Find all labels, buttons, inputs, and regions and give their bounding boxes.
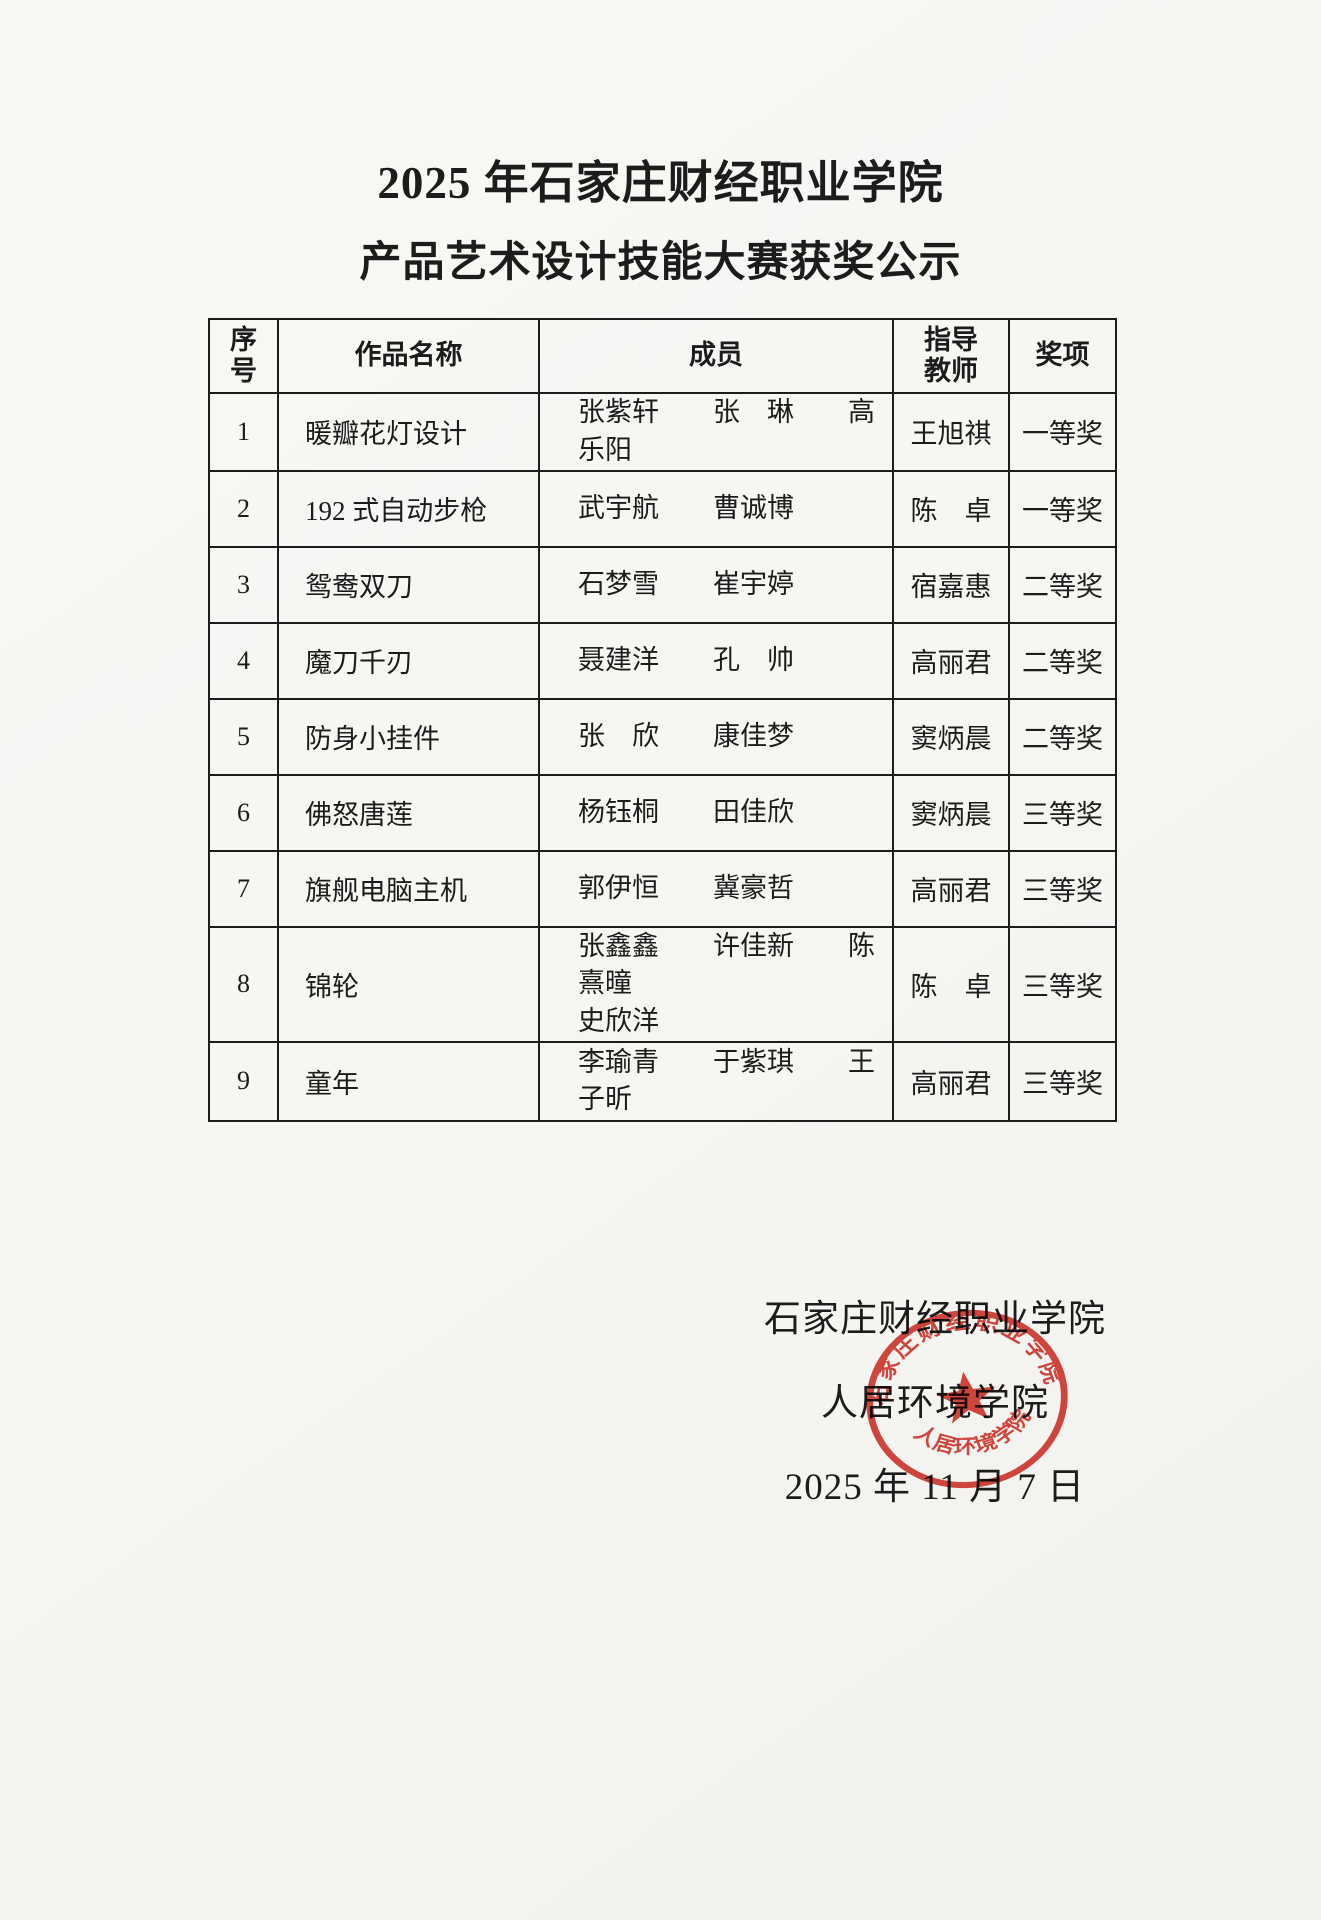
table-header-row: 序 号 作品名称 成员 指导 教师 奖项	[208, 318, 1117, 394]
cell-advisor: 宿嘉惠	[892, 545, 1010, 624]
cell-index: 8	[208, 925, 279, 1043]
cell-advisor: 陈 卓	[892, 469, 1010, 548]
cell-index: 1	[208, 392, 279, 472]
cell-advisor: 陈 卓	[892, 925, 1010, 1043]
cell-members: 武宇航 曹诚博	[538, 469, 894, 548]
cell-members: 石梦雪 崔宇婷	[538, 545, 894, 624]
table-row: 1 暖瓣花灯设计 张紫轩 张 琳 高乐阳 王旭祺 一等奖	[208, 392, 1117, 472]
cell-index: 7	[208, 849, 279, 928]
cell-work-title: 魔刀千刃	[277, 621, 540, 700]
col-header-work: 作品名称	[277, 318, 540, 394]
cell-index: 6	[208, 773, 279, 852]
col-header-advisor: 指导 教师	[892, 318, 1010, 394]
award-table-body: 1 暖瓣花灯设计 张紫轩 张 琳 高乐阳 王旭祺 一等奖 2 192 式自动步枪 武宇航 曹诚…	[208, 392, 1117, 1122]
cell-advisor: 窦炳晨	[892, 773, 1010, 852]
document-title-line1: 2025 年石家庄财经职业学院	[377, 158, 944, 208]
seal-graphic: 石家庄财经职业学院 人居环境学院	[854, 1295, 1069, 1489]
cell-members: 郭伊恒 冀豪哲	[538, 849, 894, 928]
signature-date: 2025 年 11 月 7 日	[784, 1467, 1086, 1508]
table-row: 8 锦轮 张鑫鑫 许佳新 陈熹曈 史欣洋陈 卓三等奖	[208, 925, 1117, 1043]
cell-index: 2	[208, 469, 279, 548]
cell-index: 5	[208, 697, 279, 776]
cell-members: 杨钰桐 田佳欣	[538, 773, 894, 852]
cell-work-title: 旗舰电脑主机	[277, 849, 540, 928]
table-row: 5 防身小挂件张 欣 康佳梦 窦炳晨 二等奖	[208, 697, 1117, 776]
cell-work-title: 佛怒唐莲	[277, 773, 540, 852]
cell-members: 张 欣 康佳梦	[538, 697, 894, 776]
document-title-line2: 产品艺术设计技能大赛获奖公示	[359, 240, 962, 286]
table-row: 3 鸳鸯双刀 石梦雪 崔宇婷 宿嘉惠 二等奖	[208, 545, 1117, 624]
cell-work-title: 锦轮	[277, 925, 540, 1043]
cell-work-title: 防身小挂件	[277, 697, 540, 776]
cell-work-title: 暖瓣花灯设计	[277, 392, 540, 472]
cell-members: 张紫轩 张 琳 高乐阳	[538, 392, 894, 472]
cell-award: 二等奖	[1008, 621, 1117, 700]
seal-star-icon	[936, 1371, 996, 1424]
col-header-members: 成员	[538, 318, 894, 394]
col-header-index: 序 号	[208, 318, 279, 394]
seal-ring	[866, 1309, 1068, 1489]
cell-award: 三等奖	[1008, 849, 1117, 928]
signature-block: 石家庄财经职业学院 人居环境学院 2025 年 11 月 7 日	[700, 1288, 1170, 1540]
cell-advisor: 王旭祺	[892, 392, 1010, 472]
cell-award: 二等奖	[1008, 545, 1117, 624]
table-row: 6 佛怒唐莲 杨钰桐 田佳欣 窦炳晨 三等奖	[208, 773, 1117, 852]
cell-advisor: 窦炳晨	[892, 697, 1010, 776]
cell-index: 4	[208, 621, 279, 700]
cell-award: 二等奖	[1008, 697, 1117, 776]
cell-award: 三等奖	[1008, 773, 1117, 852]
table-row: 7 旗舰电脑主机 郭伊恒 冀豪哲 高丽君 三等奖	[208, 849, 1117, 928]
col-header-award: 奖项	[1008, 318, 1117, 394]
signature-org-line2: 人居环境学院	[821, 1383, 1049, 1424]
cell-index: 9	[208, 1040, 279, 1122]
table-row: 4 魔刀千刃 聂建洋 孔 帅高丽君 二等奖	[208, 621, 1117, 700]
cell-award: 一等奖	[1008, 392, 1117, 472]
cell-advisor: 高丽君	[892, 1040, 1010, 1122]
cell-advisor: 高丽君	[892, 849, 1010, 928]
cell-award: 一等奖	[1008, 469, 1117, 548]
official-seal-stamp: 石家庄财经职业学院 人居环境学院	[837, 1281, 1097, 1518]
table-row: 9 童年 李瑜青 于紫琪 王子昕 高丽君 三等奖	[208, 1040, 1117, 1122]
table-row: 2 192 式自动步枪 武宇航 曹诚博陈 卓一等奖	[208, 469, 1117, 548]
award-table: 序 号 作品名称 成员 指导 教师 奖项 1 暖瓣花灯设计 张紫轩 张 琳 高乐阳王…	[208, 318, 1117, 1122]
cell-award: 三等奖	[1008, 925, 1117, 1043]
cell-work-title: 童年	[277, 1040, 540, 1122]
cell-members: 李瑜青 于紫琪 王子昕	[538, 1040, 894, 1122]
cell-index: 3	[208, 545, 279, 624]
cell-advisor: 高丽君	[892, 621, 1010, 700]
cell-work-title: 鸳鸯双刀	[277, 545, 540, 624]
cell-award: 三等奖	[1008, 1040, 1117, 1122]
cell-members: 张鑫鑫 许佳新 陈熹曈 史欣洋	[538, 925, 894, 1043]
cell-members: 聂建洋 孔 帅	[538, 621, 894, 700]
cell-work-title: 192 式自动步枪	[277, 469, 540, 548]
